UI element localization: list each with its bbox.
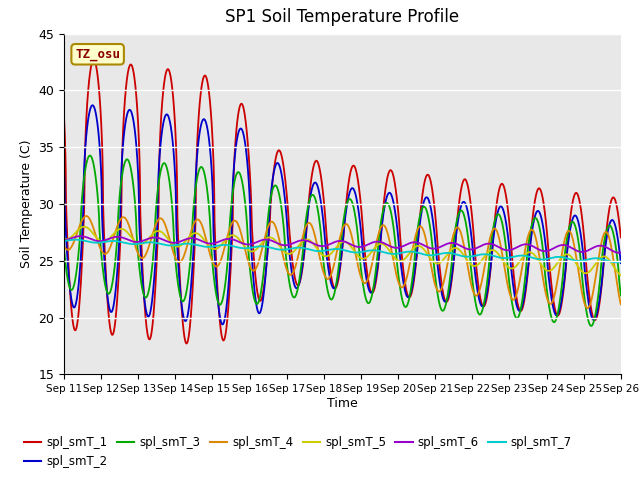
- spl_smT_1: [407, 293, 415, 299]
- Line: spl_smT_4: spl_smT_4: [64, 216, 621, 308]
- spl_smT_7: [612, 259, 620, 265]
- spl_smT_5: [60, 236, 68, 242]
- spl_smT_4: [617, 301, 625, 307]
- spl_smT_4: [83, 213, 90, 219]
- Line: spl_smT_3: spl_smT_3: [64, 156, 621, 326]
- Legend: spl_smT_1, spl_smT_2, spl_smT_3, spl_smT_4, spl_smT_5, spl_smT_6, spl_smT_7: spl_smT_1, spl_smT_2, spl_smT_3, spl_smT…: [19, 432, 577, 473]
- spl_smT_5: [216, 244, 223, 250]
- spl_smT_3: [564, 230, 572, 236]
- spl_smT_2: [397, 262, 404, 268]
- Title: SP1 Soil Temperature Profile: SP1 Soil Temperature Profile: [225, 9, 460, 26]
- spl_smT_7: [564, 256, 572, 262]
- spl_smT_1: [182, 341, 190, 347]
- spl_smT_7: [617, 259, 625, 264]
- spl_smT_2: [216, 312, 223, 318]
- spl_smT_2: [617, 259, 625, 264]
- spl_smT_7: [60, 238, 68, 244]
- Line: spl_smT_2: spl_smT_2: [64, 105, 621, 324]
- spl_smT_2: [180, 313, 188, 319]
- spl_smT_5: [617, 272, 625, 278]
- spl_smT_7: [216, 242, 223, 248]
- spl_smT_2: [60, 165, 68, 171]
- spl_smT_6: [397, 244, 404, 250]
- spl_smT_1: [90, 57, 97, 63]
- spl_smT_7: [180, 241, 188, 247]
- spl_smT_4: [584, 305, 591, 311]
- spl_smT_6: [615, 250, 623, 256]
- spl_smT_6: [216, 239, 223, 244]
- Line: spl_smT_7: spl_smT_7: [64, 240, 621, 262]
- spl_smT_7: [406, 249, 414, 254]
- spl_smT_6: [77, 233, 84, 239]
- spl_smT_2: [617, 260, 625, 266]
- spl_smT_2: [88, 102, 96, 108]
- Line: spl_smT_5: spl_smT_5: [64, 227, 621, 275]
- Y-axis label: Soil Temperature (C): Soil Temperature (C): [20, 140, 33, 268]
- spl_smT_3: [180, 298, 188, 304]
- Line: spl_smT_6: spl_smT_6: [64, 236, 621, 253]
- spl_smT_3: [406, 288, 414, 294]
- spl_smT_2: [564, 240, 572, 245]
- spl_smT_4: [617, 301, 625, 307]
- spl_smT_3: [216, 302, 223, 308]
- spl_smT_4: [180, 254, 188, 260]
- spl_smT_5: [397, 258, 404, 264]
- spl_smT_1: [397, 244, 404, 250]
- spl_smT_1: [617, 234, 625, 240]
- spl_smT_5: [406, 249, 414, 255]
- spl_smT_4: [397, 284, 404, 290]
- spl_smT_3: [86, 153, 93, 158]
- spl_smT_6: [617, 250, 625, 255]
- Text: TZ_osu: TZ_osu: [75, 48, 120, 61]
- spl_smT_5: [564, 252, 572, 257]
- spl_smT_6: [180, 237, 188, 243]
- spl_smT_6: [564, 243, 572, 249]
- spl_smT_1: [60, 114, 68, 120]
- spl_smT_1: [216, 318, 223, 324]
- spl_smT_7: [617, 259, 625, 264]
- spl_smT_6: [617, 250, 625, 255]
- spl_smT_1: [180, 326, 188, 332]
- spl_smT_4: [60, 243, 68, 249]
- spl_smT_3: [588, 323, 595, 329]
- spl_smT_2: [219, 322, 227, 327]
- spl_smT_6: [406, 240, 414, 246]
- spl_smT_5: [617, 272, 625, 278]
- spl_smT_5: [180, 240, 188, 246]
- spl_smT_5: [80, 224, 88, 229]
- spl_smT_3: [397, 289, 404, 295]
- X-axis label: Time: Time: [327, 397, 358, 410]
- spl_smT_4: [406, 257, 414, 263]
- Line: spl_smT_1: spl_smT_1: [64, 60, 621, 344]
- spl_smT_3: [617, 291, 625, 297]
- spl_smT_6: [60, 238, 68, 243]
- spl_smT_2: [407, 290, 415, 296]
- spl_smT_1: [617, 233, 625, 239]
- spl_smT_3: [617, 292, 625, 298]
- spl_smT_4: [216, 260, 223, 266]
- spl_smT_3: [60, 246, 68, 252]
- spl_smT_7: [397, 250, 404, 256]
- spl_smT_4: [564, 228, 572, 234]
- spl_smT_1: [564, 235, 572, 240]
- spl_smT_7: [72, 237, 80, 242]
